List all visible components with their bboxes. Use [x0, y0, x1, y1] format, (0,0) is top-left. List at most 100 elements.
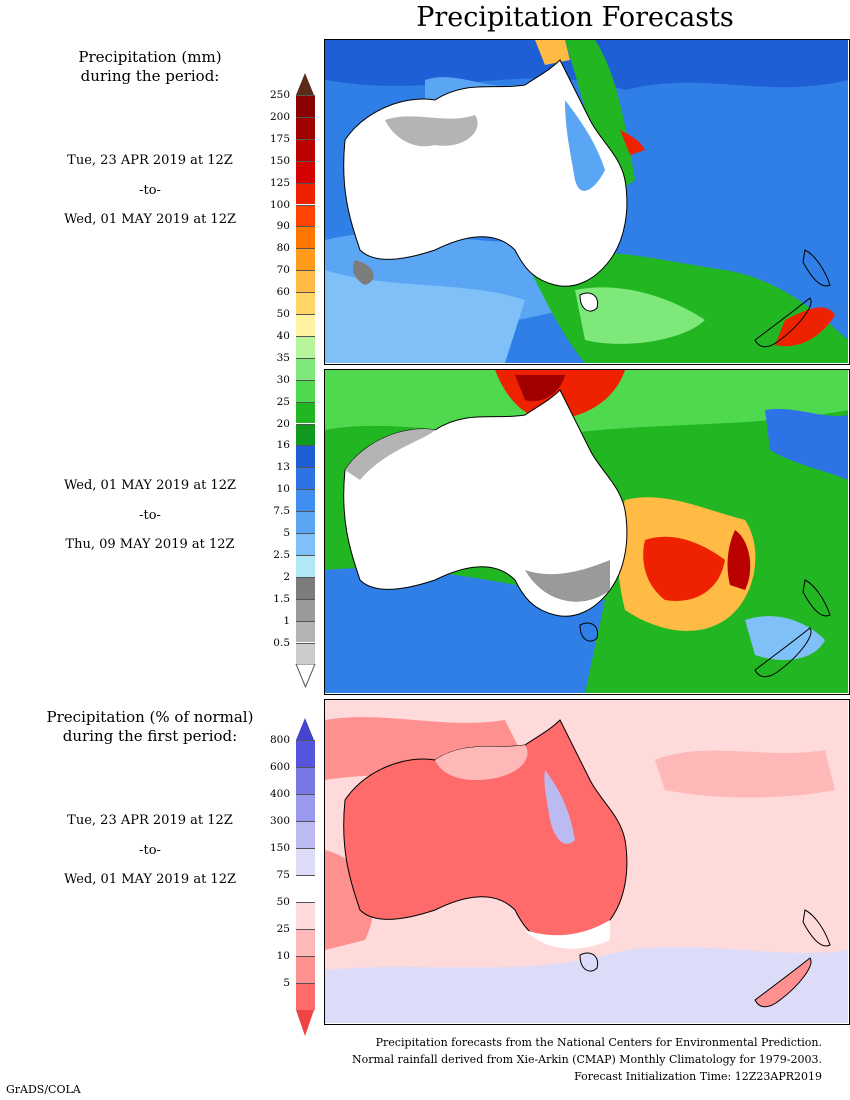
legend2-tick-label: 25	[276, 923, 290, 935]
legend1-tick-label: 13	[276, 461, 290, 474]
legend2-swatch	[296, 740, 315, 767]
legend1-tick-label: 30	[276, 373, 290, 386]
period2-to: -to-	[139, 508, 161, 523]
legend1-tick-label: 25	[276, 395, 290, 408]
legend1-swatch	[296, 379, 315, 402]
period3-to: -to-	[139, 843, 161, 858]
legend2-heading-line1: Precipitation (% of normal)	[46, 708, 254, 726]
legend1-tick-label: 40	[276, 329, 290, 342]
legend1-swatch	[296, 270, 315, 293]
legend2-tick-label: 10	[276, 950, 290, 962]
map-panel-period1	[324, 39, 850, 365]
legend1-top-arrow	[296, 73, 314, 95]
footer-source-line: Precipitation forecasts from the Nationa…	[375, 1036, 822, 1049]
legend1-swatch	[296, 467, 315, 490]
legend2-swatch	[296, 929, 315, 956]
map-panel-period2	[324, 369, 850, 695]
period3-start: Tue, 23 APR 2019 at 12Z	[67, 813, 233, 828]
legend2-heading-line2: during the first period:	[62, 727, 238, 745]
legend1-tick-label: 50	[276, 308, 290, 320]
precip-map-period1	[325, 40, 848, 363]
legend2-tick-label: 50	[276, 896, 290, 908]
legend1-swatch	[296, 489, 315, 512]
legend1-swatch	[296, 292, 315, 314]
period2-start: Wed, 01 MAY 2019 at 12Z	[63, 478, 237, 493]
legend1-swatch	[296, 445, 315, 468]
footer-init-time: Forecast Initialization Time: 12Z23APR20…	[574, 1070, 822, 1083]
legend1-swatch	[296, 116, 315, 139]
precip-map-period2	[325, 370, 848, 693]
legend1-swatch	[296, 511, 315, 533]
legend1-tick-label: 0.5	[273, 636, 290, 649]
legend1-swatch	[296, 248, 315, 271]
legend2-tick-label: 5	[283, 977, 290, 989]
percent-normal-map	[325, 700, 848, 1023]
legend1-tick-label: 35	[276, 351, 290, 364]
legend1-swatch	[296, 95, 315, 117]
legend1-heading: Precipitation (mm) during the period:	[40, 48, 260, 86]
legend1-tick-label: 2	[283, 570, 290, 583]
legend2-tick-label: 600	[269, 761, 290, 773]
legend1-tick-label: 5	[283, 527, 290, 539]
legend2-swatch	[296, 767, 315, 794]
legend1-tick-label: 2.5	[273, 548, 290, 561]
legend1-swatch	[296, 204, 315, 227]
legend1-swatch	[296, 642, 315, 665]
legend1-tick-label: 100	[269, 198, 290, 211]
legend1-swatch	[296, 598, 315, 621]
legend2-tick-label: 150	[269, 842, 290, 854]
legend2-tick-label: 75	[276, 869, 290, 881]
legend1-swatch	[296, 138, 315, 161]
legend1-tick-label: 7.5	[273, 505, 290, 518]
legend1-tick-label: 10	[276, 483, 290, 496]
period1-start: Tue, 23 APR 2019 at 12Z	[67, 153, 233, 168]
map-panel-percent-normal	[324, 699, 850, 1025]
legend1-swatch	[296, 335, 315, 358]
legend1-tick-label: 1.5	[273, 592, 290, 605]
legend2-tick-label: 300	[269, 815, 290, 827]
legend1-tick-label: 60	[276, 286, 290, 299]
legend2-heading: Precipitation (% of normal) during the f…	[30, 708, 270, 746]
period2-end: Thu, 09 MAY 2019 at 12Z	[65, 537, 235, 552]
period3-end: Wed, 01 MAY 2019 at 12Z	[63, 872, 237, 887]
period1-to: -to-	[139, 183, 161, 198]
legend2-swatch	[296, 794, 315, 821]
period1-end: Wed, 01 MAY 2019 at 12Z	[63, 212, 237, 227]
legend2-bottom-arrow	[296, 1010, 314, 1036]
legend2-swatch	[296, 902, 315, 929]
legend2-swatch	[296, 983, 315, 1010]
legend1-tick-label: 175	[269, 132, 290, 145]
legend1-swatch	[296, 423, 315, 446]
legend2-tick-label: 800	[269, 734, 290, 746]
legend1-tick-label: 200	[269, 110, 290, 123]
legend1-tick-label: 16	[276, 439, 290, 452]
legend1-tick-label: 90	[276, 220, 290, 233]
page-title: Precipitation Forecasts	[416, 2, 734, 33]
legend1-swatch	[296, 160, 315, 183]
footer-climatology-line: Normal rainfall derived from Xie-Arkin (…	[352, 1053, 822, 1066]
legend1-swatch	[296, 576, 315, 599]
legend1-bottom-arrow	[295, 663, 316, 692]
legend1-tick-label: 150	[269, 154, 290, 167]
legend1-swatch	[296, 182, 315, 205]
legend2-swatch	[296, 821, 315, 848]
legend1-swatch	[296, 226, 315, 249]
legend2-swatch	[296, 848, 315, 875]
legend2-tick-label: 400	[269, 788, 290, 800]
legend1-heading-line1: Precipitation (mm)	[78, 48, 222, 66]
legend1-tick-label: 1	[283, 614, 290, 627]
legend1-tick-label: 125	[269, 176, 290, 189]
legend1-tick-label: 20	[276, 417, 290, 430]
legend1-swatch	[296, 554, 315, 577]
legend1-swatch	[296, 314, 315, 336]
legend1-swatch	[296, 533, 315, 555]
legend1-swatch	[296, 620, 315, 643]
legend1-tick-label: 80	[276, 242, 290, 255]
legend1-swatch	[296, 401, 315, 424]
legend1-tick-label: 70	[276, 264, 290, 277]
legend1-heading-line2: during the period:	[80, 67, 220, 85]
grads-credit: GrADS/COLA	[6, 1083, 81, 1096]
legend2-top-arrow	[296, 718, 314, 740]
legend2-swatch	[296, 875, 315, 902]
legend1-swatch	[296, 357, 315, 380]
